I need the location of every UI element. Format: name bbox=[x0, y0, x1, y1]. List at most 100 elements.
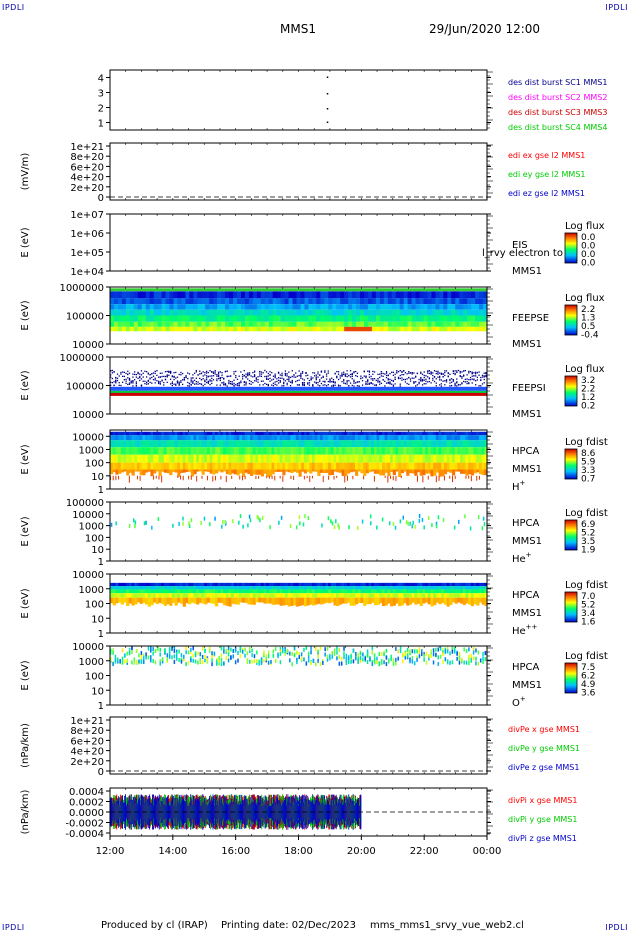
data-point bbox=[298, 655, 300, 660]
data-point bbox=[439, 372, 441, 374]
data-point bbox=[240, 380, 242, 382]
data-point bbox=[423, 525, 425, 530]
spectrogram-cell bbox=[260, 593, 264, 598]
panel-edi-e bbox=[106, 142, 493, 201]
data-point bbox=[454, 647, 456, 652]
spectrogram-cell bbox=[123, 440, 127, 448]
spectrogram-cell bbox=[177, 298, 182, 305]
spectrogram-cell bbox=[276, 462, 281, 470]
spectrogram-cell bbox=[373, 589, 378, 594]
spectrogram-cell bbox=[225, 475, 227, 483]
spectrogram-cell bbox=[476, 435, 480, 441]
data-point bbox=[166, 657, 169, 662]
spectrogram-cell bbox=[220, 593, 224, 598]
spectrogram-cell bbox=[340, 309, 345, 316]
data-point bbox=[327, 370, 329, 372]
spectrogram-cell bbox=[198, 469, 203, 472]
spectrogram-cell bbox=[465, 597, 469, 604]
spectrogram-cell bbox=[470, 597, 475, 607]
data-point bbox=[134, 520, 137, 525]
colorbar-title: Log fdist bbox=[565, 437, 608, 448]
colorbar-tick-label: 3.3 bbox=[581, 466, 595, 476]
spectrogram-cell bbox=[215, 593, 219, 598]
spectrogram-cell bbox=[419, 582, 423, 587]
spectrogram-cell bbox=[363, 462, 367, 470]
spectrogram-cell bbox=[403, 291, 409, 299]
spectrogram-cell bbox=[363, 597, 367, 606]
spectrogram-cell bbox=[188, 469, 192, 472]
data-point bbox=[437, 376, 439, 378]
data-point bbox=[263, 658, 265, 663]
data-point bbox=[277, 652, 279, 657]
spectrogram-cell bbox=[204, 597, 208, 605]
spectrogram-cell bbox=[171, 586, 176, 590]
spectrogram-cell bbox=[285, 597, 289, 606]
data-point bbox=[473, 378, 475, 380]
data-point bbox=[183, 657, 185, 662]
spectrogram-cell bbox=[349, 597, 353, 606]
data-point bbox=[156, 370, 158, 372]
spectrogram-cell bbox=[376, 593, 380, 598]
colorbar-tick-label: 4.9 bbox=[581, 680, 596, 690]
spectrogram-cell bbox=[209, 597, 213, 604]
spectrogram-cell bbox=[233, 321, 238, 327]
spectrogram-cell bbox=[484, 597, 488, 606]
spectrogram-cell bbox=[320, 589, 324, 594]
spectrogram-cell bbox=[209, 586, 213, 590]
spectrogram-cell bbox=[451, 291, 456, 299]
data-point bbox=[471, 378, 473, 380]
spectrogram-cell bbox=[352, 593, 356, 598]
spectrogram-cell bbox=[185, 440, 189, 448]
spectrogram-cell bbox=[395, 454, 399, 463]
spectrogram-cell bbox=[392, 597, 396, 606]
data-point bbox=[188, 524, 191, 529]
data-point bbox=[192, 380, 194, 382]
spectrogram-cell bbox=[112, 440, 116, 448]
spectrogram-cell bbox=[236, 589, 240, 594]
spectrogram-cell bbox=[379, 326, 385, 332]
data-point bbox=[223, 384, 225, 386]
data-point bbox=[416, 649, 418, 654]
spectrogram-cell bbox=[336, 291, 341, 299]
spectrogram-cell bbox=[357, 435, 361, 441]
data-point bbox=[225, 648, 227, 653]
data-point bbox=[483, 375, 485, 377]
data-point bbox=[413, 661, 416, 666]
data-point bbox=[277, 382, 280, 384]
spectrogram-cell bbox=[236, 309, 242, 316]
data-point bbox=[228, 381, 230, 383]
spectrogram-cell bbox=[149, 291, 155, 299]
data-point bbox=[451, 649, 454, 654]
data-point bbox=[205, 378, 208, 381]
spectrogram-cell bbox=[206, 582, 211, 587]
spectrogram-cell bbox=[150, 469, 154, 477]
data-point bbox=[223, 378, 225, 380]
spectrogram-cell bbox=[470, 469, 475, 476]
data-point bbox=[442, 380, 444, 382]
spectrogram-cell bbox=[258, 454, 262, 463]
spectrogram-cell bbox=[390, 435, 394, 441]
spectrogram-cell bbox=[228, 589, 232, 594]
spectrogram-cell bbox=[311, 462, 316, 470]
spectrogram-cell bbox=[155, 469, 159, 472]
spectrogram-cell bbox=[303, 462, 308, 470]
spectrogram-cell bbox=[470, 435, 475, 441]
data-point bbox=[423, 371, 425, 373]
data-point bbox=[389, 382, 391, 384]
data-point bbox=[416, 657, 418, 662]
spectrogram-cell bbox=[282, 586, 286, 590]
spectrogram-cell bbox=[166, 593, 170, 598]
spectrogram-cell bbox=[217, 309, 222, 316]
spectrogram-cell bbox=[110, 597, 114, 604]
spectrogram-cell bbox=[371, 586, 375, 590]
spectrogram-cell bbox=[274, 593, 278, 598]
data-point bbox=[339, 377, 341, 379]
spectrogram-cell bbox=[443, 589, 448, 594]
spectrogram-cell bbox=[306, 462, 310, 470]
spectrogram-cell bbox=[408, 447, 413, 455]
colorbar-tick-label: 1.9 bbox=[581, 546, 596, 556]
spectrogram-cell bbox=[256, 326, 262, 332]
spectrogram-cell bbox=[128, 447, 133, 455]
data-point bbox=[399, 377, 401, 380]
spectrogram-cell bbox=[381, 435, 386, 441]
